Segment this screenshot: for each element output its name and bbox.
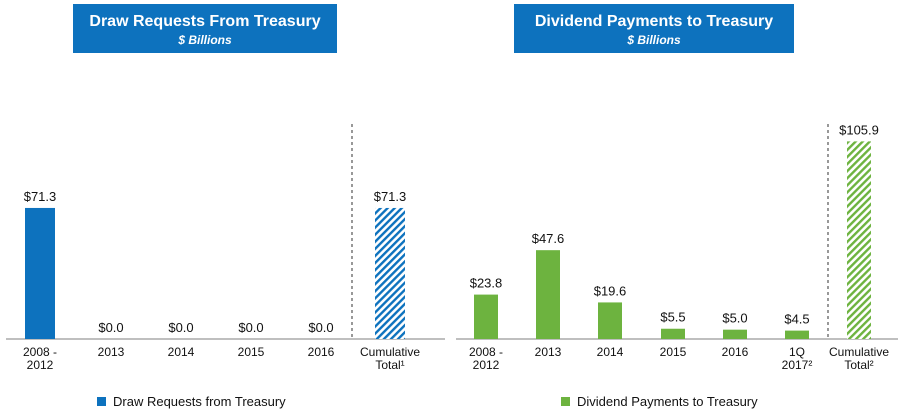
draw-bar-5 bbox=[375, 207, 405, 339]
dividend-chart-title: Dividend Payments to Treasury bbox=[534, 13, 774, 30]
dividend-bar-1 bbox=[536, 250, 560, 339]
dividend-data-label-0: $23.8 bbox=[470, 276, 503, 291]
dividend-data-label-4: $5.0 bbox=[722, 311, 747, 326]
legend-swatch-dividend bbox=[561, 397, 570, 406]
draw-data-label-0: $71.3 bbox=[24, 189, 57, 204]
dividend-data-label-3: $5.5 bbox=[660, 310, 685, 325]
legend-label-draw: Draw Requests from Treasury bbox=[113, 394, 286, 409]
dividend-data-label-1: $47.6 bbox=[532, 231, 565, 246]
dividend-category-label-1: 2013 bbox=[535, 345, 562, 359]
dividend-bar-6 bbox=[847, 141, 871, 339]
legend-label-dividend: Dividend Payments to Treasury bbox=[577, 394, 758, 409]
draw-data-label-1: $0.0 bbox=[98, 320, 123, 335]
dividend-bar-0 bbox=[474, 294, 498, 339]
draw-requests-chart: $71.3 2008 -2012 $0.0 2013 $0.0 2014 $0.0 2015 $… bbox=[6, 124, 445, 372]
dividend-category-label-3: 2015 bbox=[660, 345, 687, 359]
draw-chart-title-box: Draw Requests From Treasury $ Billions bbox=[73, 4, 337, 53]
dividend-data-label-5: $4.5 bbox=[784, 312, 809, 327]
draw-category-label-4: 2016 bbox=[308, 345, 335, 359]
dividend-category-label-4: 2016 bbox=[722, 345, 749, 359]
dividend-category-label-2: 2014 bbox=[597, 345, 624, 359]
draw-data-label-5: $71.3 bbox=[374, 189, 407, 204]
draw-category-label-3: 2015 bbox=[238, 345, 265, 359]
draw-bar-0 bbox=[25, 207, 55, 339]
dividend-data-label-2: $19.6 bbox=[594, 283, 627, 298]
draw-category-label-0: 2008 -2012 bbox=[23, 345, 57, 372]
draw-chart-subtitle: $ Billions bbox=[178, 33, 232, 47]
draw-category-label-2: 2014 bbox=[168, 345, 195, 359]
dividend-bar-4 bbox=[723, 329, 747, 339]
dividend-bar-5 bbox=[785, 330, 809, 339]
dividend-chart-title-box: Dividend Payments to Treasury $ Billions bbox=[514, 4, 794, 53]
dividend-chart-subtitle: $ Billions bbox=[627, 33, 681, 47]
dividend-bar-2 bbox=[598, 302, 622, 339]
dividend-payments-chart: $23.8 2008 -2012 $47.6 2013 $19.6 2014 $5.5 201… bbox=[456, 122, 898, 372]
draw-data-label-4: $0.0 bbox=[308, 320, 333, 335]
draw-chart-title: Draw Requests From Treasury bbox=[89, 13, 321, 30]
legend-swatch-draw bbox=[97, 397, 106, 406]
dividend-chart-legend: Dividend Payments to Treasury bbox=[561, 394, 758, 409]
dividend-category-label-6: Cumulative Total² bbox=[829, 345, 889, 372]
dividend-data-label-6: $105.9 bbox=[839, 122, 879, 137]
dividend-bar-3 bbox=[661, 328, 685, 339]
draw-category-label-5: Cumulative Total¹ bbox=[360, 345, 420, 372]
draw-data-label-3: $0.0 bbox=[238, 320, 263, 335]
dividend-category-label-0: 2008 -2012 bbox=[469, 345, 503, 372]
draw-category-label-1: 2013 bbox=[98, 345, 125, 359]
dividend-category-label-5: 1Q 2017² bbox=[782, 345, 813, 372]
draw-chart-legend: Draw Requests from Treasury bbox=[97, 394, 286, 409]
draw-data-label-2: $0.0 bbox=[168, 320, 193, 335]
